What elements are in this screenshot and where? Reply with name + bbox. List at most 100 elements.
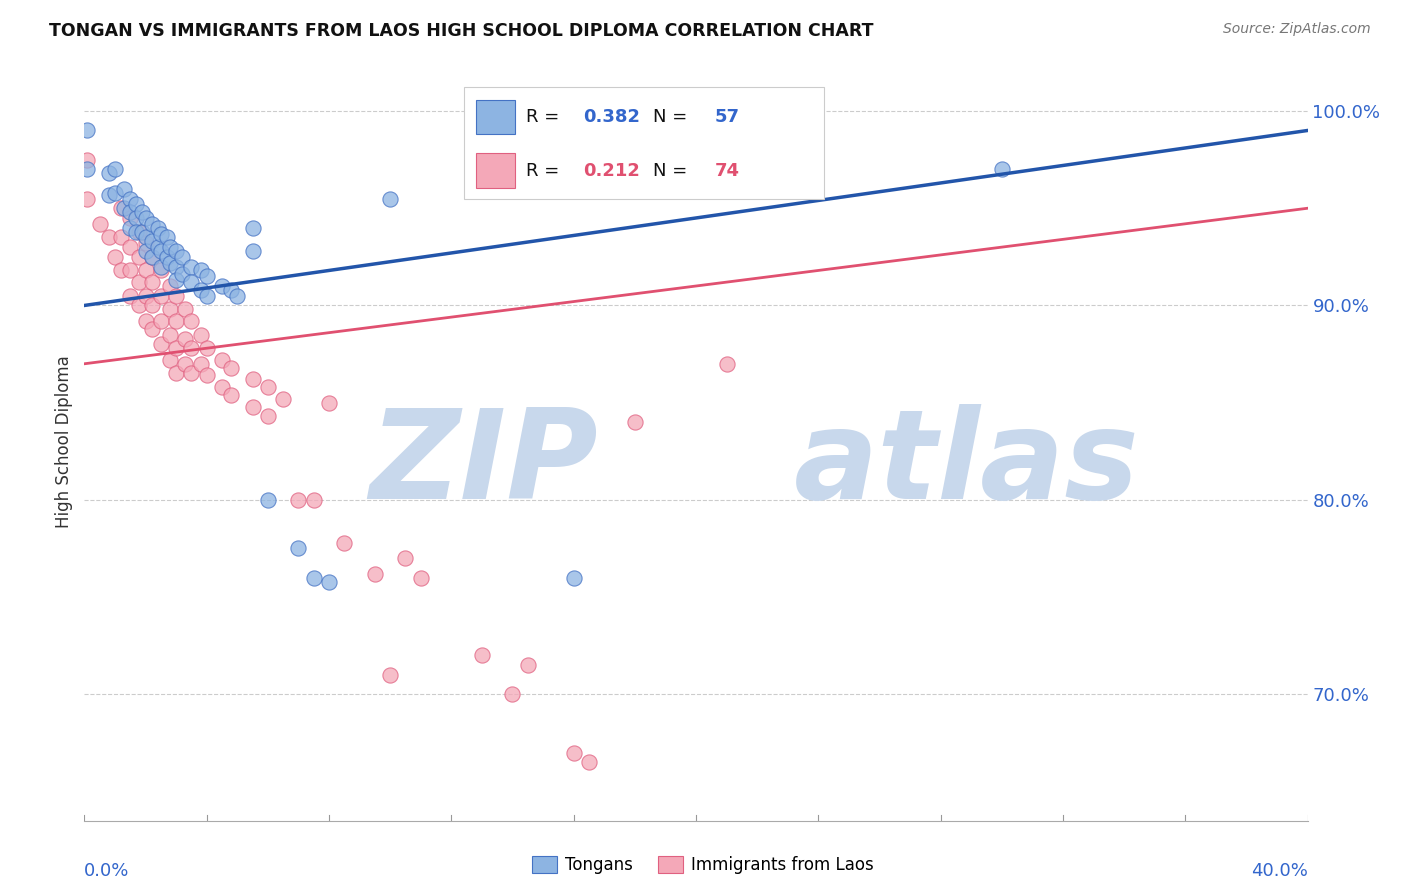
Y-axis label: High School Diploma: High School Diploma	[55, 355, 73, 528]
Point	[76, 192, 98, 206]
Point	[685, 123, 707, 137]
Point	[302, 492, 325, 507]
Point	[146, 220, 169, 235]
Point	[120, 205, 142, 219]
Point	[135, 211, 157, 225]
Point	[125, 211, 148, 225]
Point	[135, 263, 157, 277]
Point	[159, 327, 181, 342]
Point	[110, 230, 132, 244]
Point	[502, 687, 524, 701]
Point	[174, 331, 197, 345]
Point	[141, 250, 163, 264]
Text: N =: N =	[654, 161, 693, 180]
Point	[180, 260, 202, 274]
Point	[211, 352, 233, 367]
Point	[97, 230, 120, 244]
Point	[120, 211, 142, 225]
Point	[211, 380, 233, 394]
FancyBboxPatch shape	[475, 153, 515, 187]
Point	[195, 341, 218, 355]
Point	[190, 283, 212, 297]
Point	[380, 192, 402, 206]
Point	[219, 360, 242, 375]
Point	[76, 123, 98, 137]
Point	[156, 250, 179, 264]
Point	[318, 395, 340, 409]
Point	[380, 668, 402, 682]
Point	[287, 541, 309, 556]
Point	[149, 337, 172, 351]
Point	[257, 409, 280, 424]
Point	[135, 314, 157, 328]
Point	[141, 250, 163, 264]
Point	[302, 571, 325, 585]
Point	[128, 298, 150, 312]
Text: 0.382: 0.382	[583, 108, 641, 126]
Point	[128, 275, 150, 289]
Point	[104, 250, 127, 264]
Point	[125, 197, 148, 211]
Point	[141, 235, 163, 249]
Point	[165, 289, 187, 303]
Point	[120, 192, 142, 206]
Point	[149, 227, 172, 241]
Point	[76, 153, 98, 167]
Point	[131, 225, 153, 239]
Point	[242, 244, 264, 258]
Point	[242, 400, 264, 414]
Point	[141, 275, 163, 289]
Text: R =: R =	[526, 108, 565, 126]
Point	[165, 260, 187, 274]
Text: N =: N =	[654, 108, 693, 126]
Point	[128, 250, 150, 264]
Point	[112, 182, 135, 196]
Text: TONGAN VS IMMIGRANTS FROM LAOS HIGH SCHOOL DIPLOMA CORRELATION CHART: TONGAN VS IMMIGRANTS FROM LAOS HIGH SCHO…	[49, 22, 873, 40]
Point	[76, 162, 98, 177]
Point	[174, 302, 197, 317]
Point	[156, 230, 179, 244]
Point	[211, 279, 233, 293]
Point	[271, 392, 294, 406]
Point	[471, 648, 494, 663]
Point	[318, 574, 340, 589]
Point	[128, 225, 150, 239]
Text: 0.212: 0.212	[583, 161, 640, 180]
Point	[180, 314, 202, 328]
Point	[141, 217, 163, 231]
Point	[120, 263, 142, 277]
Point	[159, 352, 181, 367]
Point	[257, 492, 280, 507]
Point	[135, 230, 157, 244]
Text: 57: 57	[714, 108, 740, 126]
Point	[165, 314, 187, 328]
Point	[125, 225, 148, 239]
Point	[159, 279, 181, 293]
Text: R =: R =	[526, 161, 565, 180]
Point	[195, 269, 218, 284]
Point	[219, 388, 242, 402]
Point	[149, 314, 172, 328]
Point	[110, 201, 132, 215]
Point	[159, 240, 181, 254]
Point	[89, 217, 111, 231]
Text: ZIP: ZIP	[370, 404, 598, 524]
Point	[609, 123, 631, 137]
Text: 74: 74	[714, 161, 740, 180]
Point	[562, 571, 585, 585]
Text: 0.0%: 0.0%	[84, 863, 129, 880]
Point	[242, 372, 264, 386]
Point	[112, 201, 135, 215]
Point	[190, 357, 212, 371]
Point	[110, 263, 132, 277]
Point	[195, 368, 218, 383]
Text: 40.0%: 40.0%	[1251, 863, 1308, 880]
Point	[394, 551, 416, 566]
Point	[104, 162, 127, 177]
Point	[219, 283, 242, 297]
Point	[149, 289, 172, 303]
Text: atlas: atlas	[794, 404, 1140, 524]
Point	[97, 187, 120, 202]
Point	[172, 268, 194, 282]
Point	[120, 220, 142, 235]
